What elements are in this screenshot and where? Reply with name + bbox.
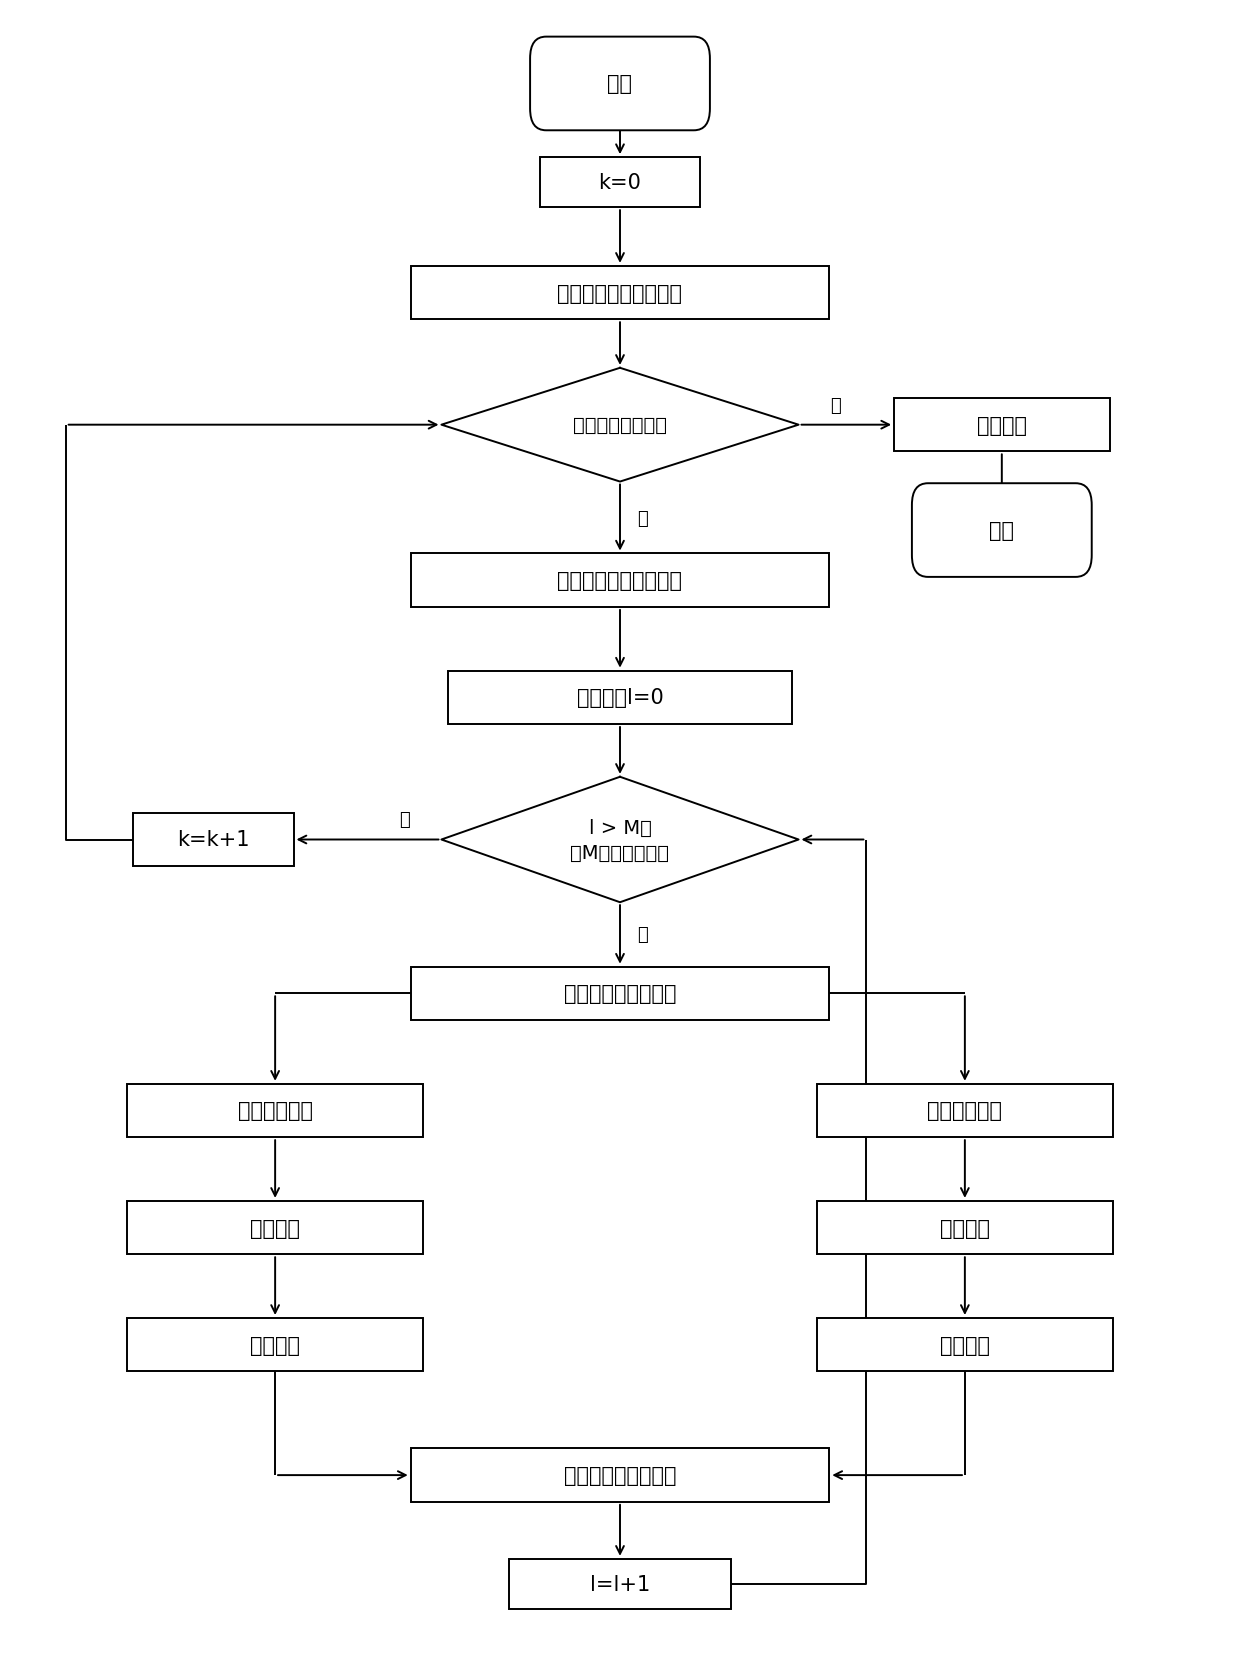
Text: 开始: 开始	[608, 74, 632, 94]
Text: 输出结果: 输出结果	[977, 415, 1027, 435]
Bar	[410, 968, 830, 1020]
Bar	[134, 813, 294, 867]
Bar	[410, 1448, 830, 1502]
Bar	[510, 1559, 730, 1609]
Text: 方案编号l=0: 方案编号l=0	[577, 687, 663, 707]
Text: 对所有方案进行变异: 对所有方案进行变异	[564, 1465, 676, 1485]
Text: k=0: k=0	[599, 173, 641, 193]
Text: l > M？
（M为方案总数）: l > M？ （M为方案总数）	[570, 818, 670, 862]
Bar	[817, 1201, 1112, 1255]
Text: k=k+1: k=k+1	[177, 830, 249, 850]
Polygon shape	[441, 368, 799, 482]
Bar	[128, 1084, 423, 1137]
Text: 插入后代: 插入后代	[250, 1336, 300, 1354]
Bar	[410, 554, 830, 608]
Text: 计算每个方案的适应值: 计算每个方案的适应值	[558, 571, 682, 591]
Text: 交叉方案: 交叉方案	[940, 1218, 990, 1238]
Bar	[817, 1319, 1112, 1371]
Bar	[128, 1201, 423, 1255]
Bar	[128, 1319, 423, 1371]
Text: 是否满足终止规则: 是否满足终止规则	[573, 417, 667, 435]
Polygon shape	[441, 778, 799, 902]
Bar	[539, 158, 701, 208]
Text: 是: 是	[399, 811, 410, 828]
Text: 按概率选择操作方案: 按概率选择操作方案	[564, 984, 676, 1003]
Text: 复制方案: 复制方案	[250, 1218, 300, 1238]
Text: 随机生成初始配送方案: 随机生成初始配送方案	[558, 284, 682, 304]
Text: 选择两个方案: 选择两个方案	[928, 1100, 1002, 1121]
Text: 结束: 结束	[990, 521, 1014, 541]
Bar	[894, 398, 1110, 452]
Bar	[817, 1084, 1112, 1137]
Text: l=l+1: l=l+1	[590, 1574, 650, 1594]
Bar	[410, 267, 830, 321]
Text: 插入后代: 插入后代	[940, 1336, 990, 1354]
FancyBboxPatch shape	[911, 484, 1091, 578]
Text: 是: 是	[830, 396, 841, 415]
Text: 否: 否	[637, 509, 647, 528]
Text: 否: 否	[637, 926, 647, 944]
Text: 选择一个方案: 选择一个方案	[238, 1100, 312, 1121]
FancyBboxPatch shape	[529, 37, 711, 131]
Bar	[448, 672, 792, 724]
